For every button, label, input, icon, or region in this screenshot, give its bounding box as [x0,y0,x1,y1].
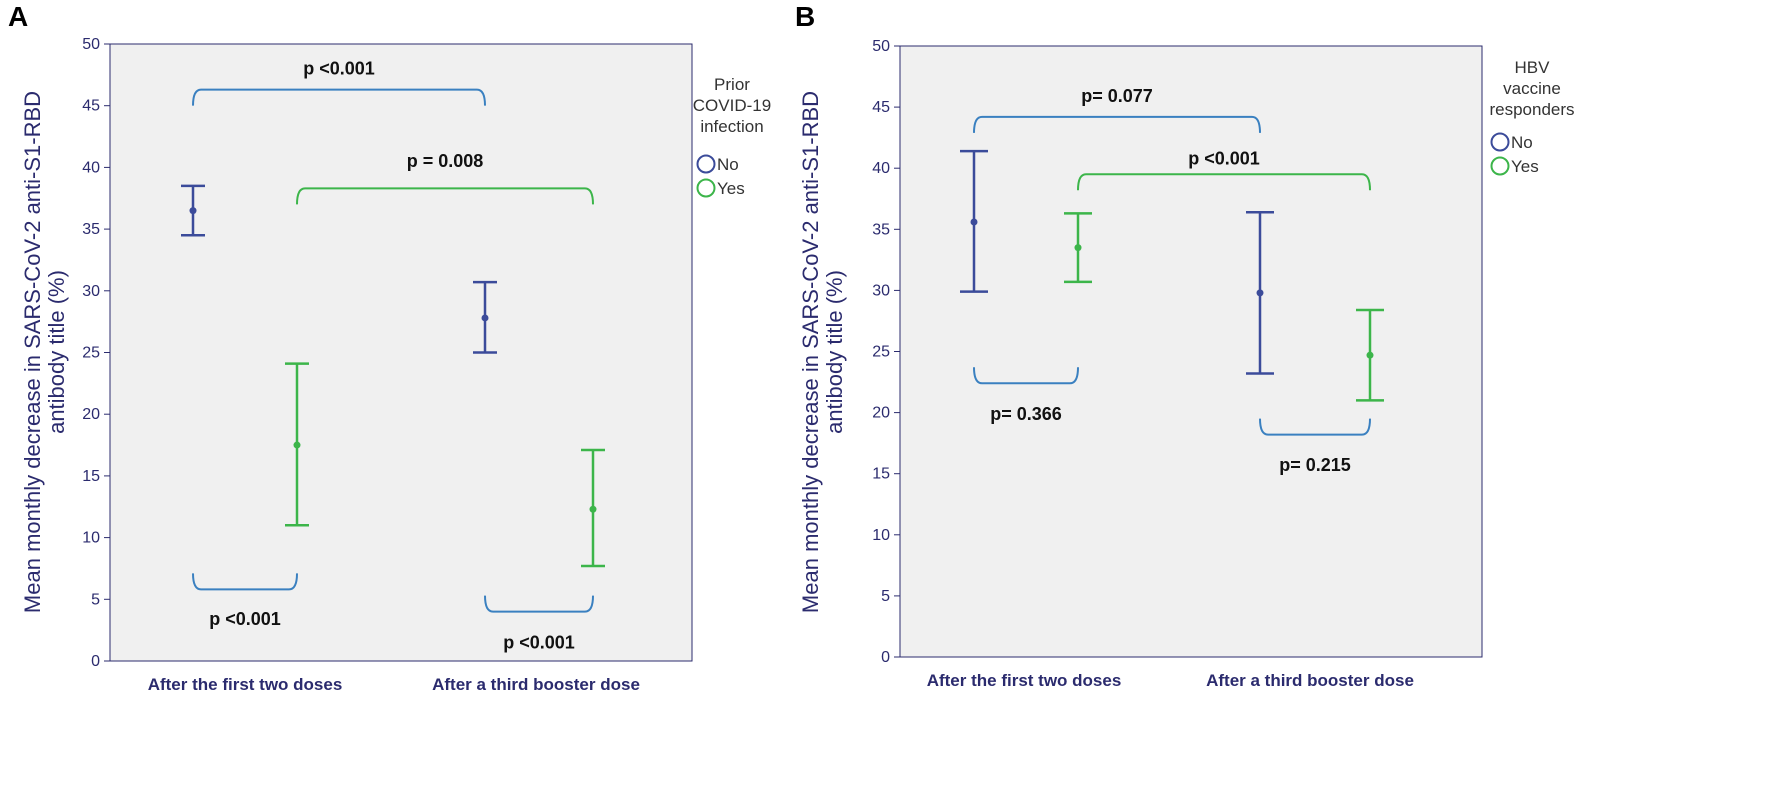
significance-bracket-1 [296,187,594,205]
y-tick-label: 30 [872,282,890,299]
y-tick-label: 50 [82,36,100,53]
y-tick-label: 25 [82,345,100,362]
panel-a-letter: A [8,1,28,32]
panel-b-pvalue-3: p= 0.215 [1279,455,1351,475]
y-tick-label: 35 [82,221,100,238]
y-tick-label: 20 [82,406,100,423]
mean-point-no-1 [1256,289,1264,297]
mean-point-no-0 [970,218,978,226]
panel-b-legend-marker-yes [1490,156,1510,176]
significance-bracket-0 [192,88,486,106]
panel-a-p-values: p <0.001 p = 0.008 p <0.001 p <0.001 [209,59,575,653]
panel-b-pvalue-2: p= 0.366 [990,404,1062,424]
panel-a-pvalue-0: p <0.001 [303,59,375,79]
y-tick-label: 5 [91,591,100,608]
y-tick-label: 10 [872,527,890,544]
panel-a-pvalue-1: p = 0.008 [407,151,484,171]
panel-b-legend: HBV vaccine responders No Yes [1489,58,1574,176]
panel-a-legend-title-1: COVID-19 [693,96,771,115]
panel-b-legend-title-2: responders [1489,100,1574,119]
panel-b-marks [960,149,1384,402]
panel-a-category-label-1: After a third booster dose [432,675,640,694]
y-tick-label: 10 [82,530,100,547]
y-tick-label: 15 [872,466,890,483]
mean-point-yes-0 [293,441,301,449]
panel-b-pvalue-1: p <0.001 [1188,148,1260,168]
significance-bracket-0 [973,115,1261,133]
panel-b-legend-marker-no [1490,132,1510,152]
mean-point-yes-1 [589,505,597,513]
mean-point-yes-1 [1366,351,1374,359]
panel-a-legend-label-no: No [717,155,739,174]
panel-b-brackets [973,115,1371,436]
y-tick-label: 5 [881,588,890,605]
panel-b-legend-title-1: vaccine [1503,79,1561,98]
y-tick-label: 40 [872,160,890,177]
mean-point-no-0 [189,207,197,215]
y-tick-label: 50 [872,38,890,55]
y-tick-label: 15 [82,468,100,485]
panel-a-legend: Prior COVID-19 infection No Yes [693,75,771,198]
panel-a-ylabel-line1: Mean monthly decrease in SARS-CoV-2 anti… [20,91,45,613]
y-tick-label: 0 [881,649,890,666]
panel-a-legend-title-0: Prior [714,75,750,94]
y-tick-label: 45 [82,98,100,115]
y-tick-label: 35 [872,221,890,238]
significance-bracket-2 [192,573,298,591]
panel-a-legend-marker-no [696,154,716,174]
y-tick-label: 25 [872,344,890,361]
panel-b-y-axis: 0 5 10 15 20 25 30 35 40 45 50 [872,38,900,666]
panel-b-ylabel-line2: antibody title (%) [822,270,847,434]
panel-a-ylabel-line2: antibody title (%) [44,270,69,434]
panel-a-category-label-0: After the first two doses [148,675,343,694]
panel-b: B Mean monthly decrease in SARS-CoV-2 an… [795,1,1575,690]
y-tick-label: 0 [91,653,100,670]
panel-b-legend-label-yes: Yes [1511,157,1539,176]
significance-bracket-3 [484,595,594,613]
panel-a-legend-label-yes: Yes [717,179,745,198]
panel-b-letter: B [795,1,815,32]
panel-a-y-axis: 0 5 10 15 20 25 30 35 40 45 50 [82,36,110,670]
significance-bracket-3 [1259,418,1371,436]
mean-point-yes-0 [1074,244,1082,252]
panel-a-brackets [192,88,594,613]
y-tick-label: 30 [82,283,100,300]
panel-b-category-label-1: After a third booster dose [1206,671,1414,690]
panel-b-plot-area [899,45,1483,658]
significance-bracket-2 [973,367,1079,385]
mean-point-no-1 [481,314,489,322]
panel-a-legend-marker-yes [696,178,716,198]
panel-b-legend-title-0: HBV [1515,58,1551,77]
y-tick-label: 45 [872,99,890,116]
y-tick-label: 20 [872,405,890,422]
panel-b-legend-label-no: No [1511,133,1533,152]
panel-a-legend-title-2: infection [700,117,763,136]
panel-b-category-label-0: After the first two doses [927,671,1122,690]
panel-b-pvalue-0: p= 0.077 [1081,86,1153,106]
panel-b-ylabel-line1: Mean monthly decrease in SARS-CoV-2 anti… [798,91,823,613]
panel-a-pvalue-2: p <0.001 [209,609,281,629]
panel-b-p-values: p= 0.077 p <0.001 p= 0.366 p= 0.215 [990,86,1351,475]
panel-a: A Mean monthly decrease in SARS-CoV-2 an… [8,1,771,694]
y-tick-label: 40 [82,159,100,176]
panel-a-plot-area [109,43,693,662]
panel-a-pvalue-3: p <0.001 [503,632,575,652]
significance-bracket-1 [1077,173,1371,191]
panel-a-marks [181,184,605,568]
